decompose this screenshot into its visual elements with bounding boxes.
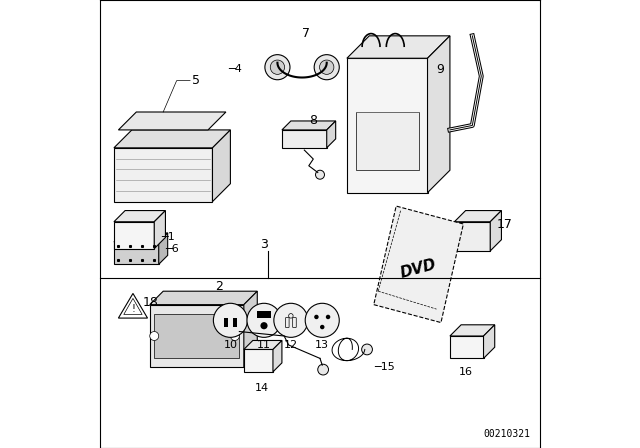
Polygon shape <box>428 36 450 193</box>
Polygon shape <box>114 242 159 264</box>
Polygon shape <box>114 148 212 202</box>
Polygon shape <box>150 291 257 305</box>
FancyBboxPatch shape <box>285 318 289 327</box>
Polygon shape <box>347 36 450 58</box>
Polygon shape <box>118 112 226 130</box>
Polygon shape <box>450 336 484 358</box>
Text: 18: 18 <box>143 296 159 309</box>
Circle shape <box>326 314 330 319</box>
Polygon shape <box>159 233 168 264</box>
Polygon shape <box>154 211 165 249</box>
Text: 16: 16 <box>459 367 472 377</box>
FancyBboxPatch shape <box>233 318 237 327</box>
Circle shape <box>213 303 248 337</box>
FancyBboxPatch shape <box>257 311 271 318</box>
Polygon shape <box>244 349 273 372</box>
Text: !: ! <box>131 304 135 314</box>
Circle shape <box>317 364 328 375</box>
Circle shape <box>260 322 268 329</box>
Text: ─6: ─6 <box>165 244 179 254</box>
Circle shape <box>270 60 285 74</box>
Text: 10: 10 <box>223 340 237 350</box>
Polygon shape <box>273 340 282 372</box>
Polygon shape <box>114 233 168 242</box>
Circle shape <box>274 303 308 337</box>
Text: 14: 14 <box>255 383 269 392</box>
Polygon shape <box>124 298 142 314</box>
Text: 11: 11 <box>257 340 271 350</box>
Circle shape <box>230 332 239 340</box>
Polygon shape <box>114 211 165 222</box>
Text: 8: 8 <box>309 114 317 128</box>
Text: 5: 5 <box>192 74 200 87</box>
FancyBboxPatch shape <box>292 318 296 327</box>
Polygon shape <box>114 130 230 148</box>
Text: 7: 7 <box>302 27 310 40</box>
Text: ─1: ─1 <box>161 233 175 242</box>
Polygon shape <box>282 121 336 130</box>
Polygon shape <box>454 222 490 251</box>
Circle shape <box>289 314 293 318</box>
Text: 13: 13 <box>316 340 329 350</box>
Polygon shape <box>484 325 495 358</box>
Circle shape <box>247 303 281 337</box>
Circle shape <box>314 55 339 80</box>
FancyBboxPatch shape <box>224 318 228 327</box>
Polygon shape <box>114 222 154 249</box>
Polygon shape <box>154 314 239 358</box>
Circle shape <box>150 332 159 340</box>
Text: 2: 2 <box>215 280 223 293</box>
Polygon shape <box>347 58 428 193</box>
Circle shape <box>305 303 339 337</box>
Polygon shape <box>118 293 148 318</box>
Polygon shape <box>150 305 244 367</box>
Circle shape <box>320 325 324 329</box>
Circle shape <box>265 55 290 80</box>
Polygon shape <box>490 211 502 251</box>
Text: ─15: ─15 <box>374 362 394 372</box>
Polygon shape <box>327 121 336 148</box>
Polygon shape <box>450 325 495 336</box>
Polygon shape <box>356 112 419 170</box>
Text: 00210321: 00210321 <box>484 429 531 439</box>
Text: ─4: ─4 <box>228 65 242 74</box>
Polygon shape <box>212 130 230 202</box>
Polygon shape <box>244 340 282 349</box>
Text: 17: 17 <box>497 217 513 231</box>
Polygon shape <box>282 130 327 148</box>
Polygon shape <box>374 206 463 323</box>
Text: DVD: DVD <box>399 257 438 281</box>
Circle shape <box>319 60 334 74</box>
Polygon shape <box>244 291 257 367</box>
Polygon shape <box>454 211 502 222</box>
Text: 12: 12 <box>284 340 298 350</box>
Text: 9: 9 <box>436 63 444 76</box>
Circle shape <box>316 170 324 179</box>
Circle shape <box>314 314 319 319</box>
Text: 3: 3 <box>260 237 268 251</box>
Circle shape <box>362 344 372 355</box>
